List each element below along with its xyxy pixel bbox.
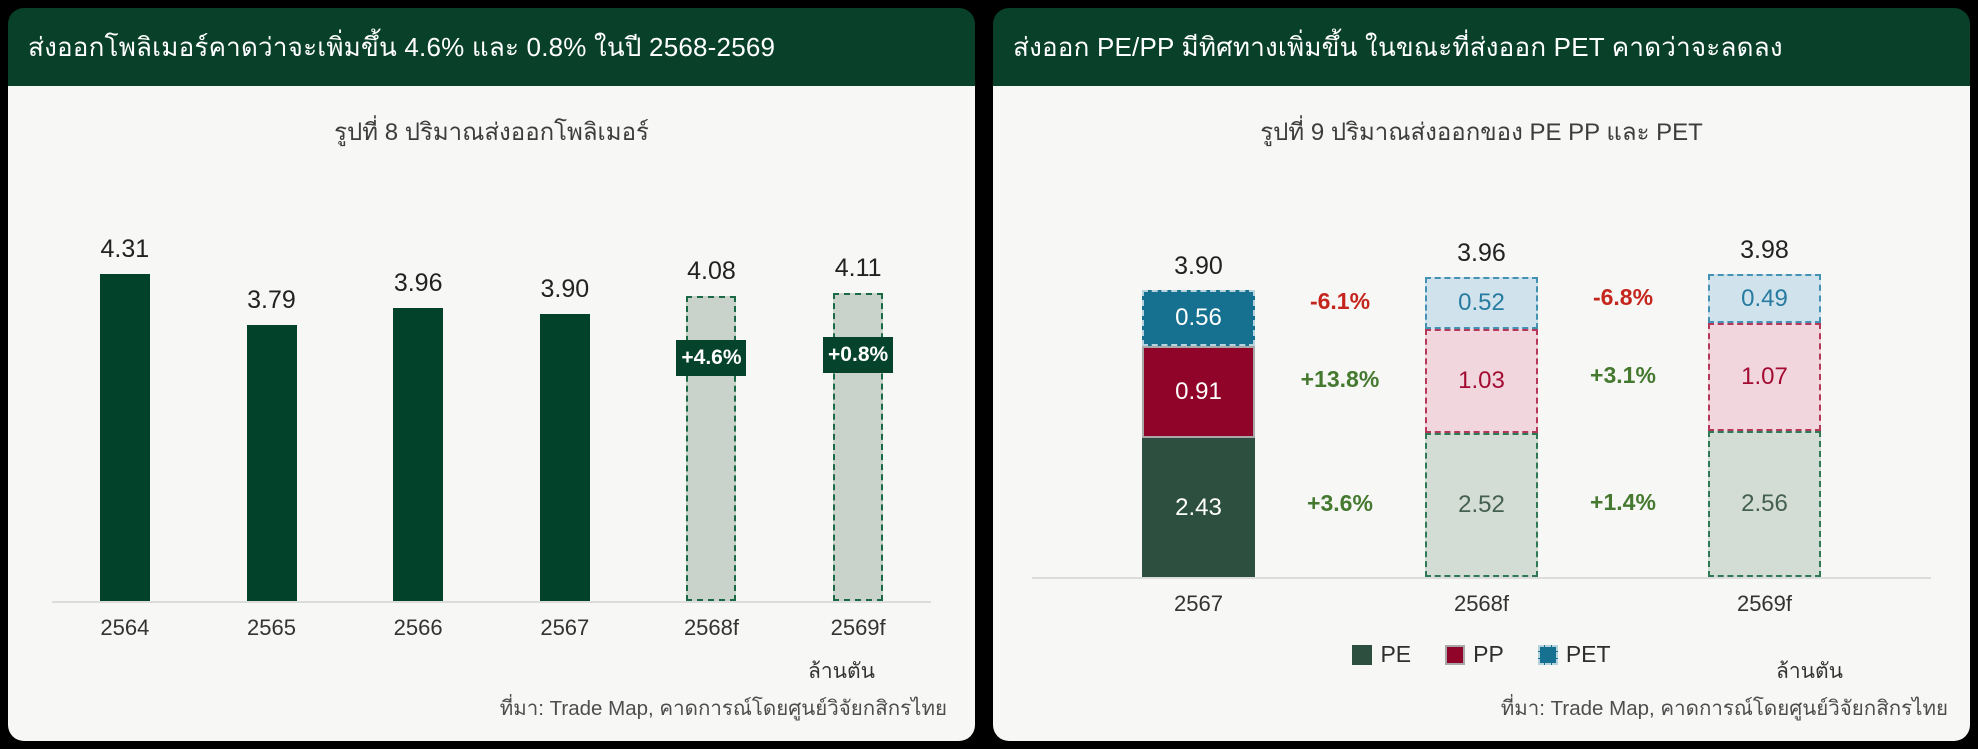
left-header-text: ส่งออกโพลิเมอร์คาดว่าจะเพิ่มขึ้น 4.6% แล… — [28, 31, 776, 62]
bar-2568f: +4.6% — [676, 296, 747, 601]
growth-column-2567→2568f: -6.1% +13.8% +3.6% — [1255, 186, 1425, 577]
left-source-label: ที่มา: Trade Map, คาดการณ์โดยศูนย์วิจัยก… — [499, 697, 947, 720]
x-axis-label: 2569f — [830, 615, 886, 640]
right-stacked-bar-plot: 3.90 0.56 0.91 2.43 2567 3.96 0.52 1.03 2.52 2568… — [1141, 186, 1821, 616]
legend-item-pe: PE — [1352, 641, 1411, 668]
left-unit-label: ล้านตัน — [807, 660, 875, 683]
segment-pet-2567: 0.56 — [1141, 290, 1255, 346]
stack-total-label: 3.90 — [1174, 252, 1223, 280]
growth-label-pe: +1.4% — [1590, 489, 1656, 515]
left-x-axis-labels: 2564 2565 2566 2567 2568f 2569f — [52, 615, 932, 641]
left-panel-body: รูปที่ 8 ปริมาณส่งออกโพลิเมอร์ 4.31 3.79 3… — [8, 86, 975, 741]
bar-2564 — [99, 274, 150, 601]
left-chart-title: รูปที่ 8 ปริมาณส่งออกโพลิเมอร์ — [334, 119, 649, 146]
bar-group-2568f: 4.08 +4.6% — [638, 257, 785, 601]
legend-label: PE — [1380, 641, 1412, 667]
growth-label-pet: -6.8% — [1592, 284, 1654, 310]
growth-label-pe: +3.6% — [1307, 490, 1373, 516]
stack-total-label: 3.98 — [1740, 236, 1789, 264]
x-axis-label-2567: 2567 — [1174, 591, 1223, 616]
x-axis-label: 2565 — [247, 615, 296, 640]
bar-value-label: 4.08 — [687, 257, 736, 285]
bar-2569f: +0.8% — [823, 293, 894, 601]
polymer-export-panel: ส่งออกโพลิเมอร์คาดว่าจะเพิ่มขึ้น 4.6% แล… — [8, 8, 975, 741]
right-chart-axis: 3.90 0.56 0.91 2.43 2567 3.96 0.52 1.03 2.52 2568… — [1032, 186, 1931, 616]
left-chart-axis: 4.31 3.79 3.96 3.90 4.08 +4.6% 4.11 +0.8% — [51, 181, 932, 603]
legend-swatch-pe — [1352, 644, 1373, 665]
x-axis-label: 2568f — [683, 615, 739, 640]
x-axis-label: 2564 — [100, 615, 150, 640]
stack-2569f: 3.98 0.49 1.07 2.56 — [1707, 236, 1821, 577]
growth-column-2568f→2569f: -6.8% +3.1% +1.4% — [1538, 186, 1708, 577]
stack-2567: 3.90 0.56 0.91 2.43 — [1141, 252, 1255, 577]
stack-total-label: 3.96 — [1457, 239, 1506, 267]
x-axis-label-2568f: 2568f — [1453, 591, 1510, 616]
stack-2568f: 3.96 0.52 1.03 2.52 — [1424, 239, 1538, 577]
bar-value-label: 3.96 — [393, 269, 443, 297]
bar-group-2564: 4.31 — [52, 235, 199, 601]
growth-label-pp: +3.1% — [1590, 362, 1656, 388]
legend-item-pp: PP — [1445, 641, 1504, 668]
right-unit-label: ล้านตัน — [1775, 660, 1843, 683]
chart-legend: PE PP PET — [993, 641, 1970, 668]
growth-label-pp: +13.8% — [1300, 366, 1380, 392]
x-axis-label-2569f: 2569f — [1736, 591, 1793, 616]
segment-pe-2568f: 2.52 — [1424, 433, 1538, 577]
left-bar-plot: 4.31 3.79 3.96 3.90 4.08 +4.6% 4.11 +0.8% — [52, 181, 932, 601]
segment-pp-2567: 0.91 — [1141, 346, 1255, 438]
segment-pp-2568f: 1.03 — [1424, 329, 1538, 433]
growth-label-pet: -6.1% — [1309, 288, 1371, 314]
legend-label: PET — [1565, 641, 1611, 667]
legend-label: PP — [1473, 641, 1504, 667]
segment-pp-2569f: 1.07 — [1707, 323, 1821, 431]
right-chart-title: รูปที่ 9 ปริมาณส่งออกของ PE PP และ PET — [1260, 119, 1703, 146]
segment-pe-2567: 2.43 — [1141, 438, 1255, 577]
x-axis-label: 2566 — [393, 615, 443, 640]
growth-badge: +0.8% — [823, 337, 894, 373]
bar-value-label: 3.79 — [247, 286, 296, 314]
segment-pe-2569f: 2.56 — [1707, 431, 1821, 577]
bar-group-2565: 3.79 — [198, 286, 345, 601]
bar-value-label: 4.11 — [834, 254, 882, 282]
legend-swatch-pp — [1445, 644, 1466, 665]
bar-value-label: 3.90 — [540, 275, 590, 303]
segment-pet-2568f: 0.52 — [1424, 277, 1538, 329]
right-panel-body: รูปที่ 9 ปริมาณส่งออกของ PE PP และ PET 3… — [993, 86, 1970, 741]
bar-group-2569f: 4.11 +0.8% — [785, 254, 932, 601]
left-panel-header: ส่งออกโพลิเมอร์คาดว่าจะเพิ่มขึ้น 4.6% แล… — [8, 8, 975, 86]
bar-value-label: 4.31 — [100, 235, 150, 263]
bar-2566 — [393, 308, 444, 601]
growth-badge: +4.6% — [676, 340, 747, 376]
bar-2567 — [539, 314, 590, 601]
bar-group-2566: 3.96 — [345, 269, 492, 601]
pe-pp-pet-export-panel: ส่งออก PE/PP มีทิศทางเพิ่มขึ้น ในขณะที่ส… — [993, 8, 1970, 741]
bar-group-2567: 3.90 — [491, 275, 638, 601]
x-axis-label: 2567 — [540, 615, 590, 640]
bar-2565 — [246, 325, 297, 601]
legend-swatch-pet — [1537, 644, 1558, 665]
right-header-text: ส่งออก PE/PP มีทิศทางเพิ่มขึ้น ในขณะที่ส… — [1013, 31, 1783, 62]
right-panel-header: ส่งออก PE/PP มีทิศทางเพิ่มขึ้น ในขณะที่ส… — [993, 8, 1970, 86]
legend-item-pet: PET — [1537, 641, 1611, 668]
segment-pet-2569f: 0.49 — [1707, 274, 1821, 323]
right-source-label: ที่มา: Trade Map, คาดการณ์โดยศูนย์วิจัยก… — [1500, 697, 1948, 720]
